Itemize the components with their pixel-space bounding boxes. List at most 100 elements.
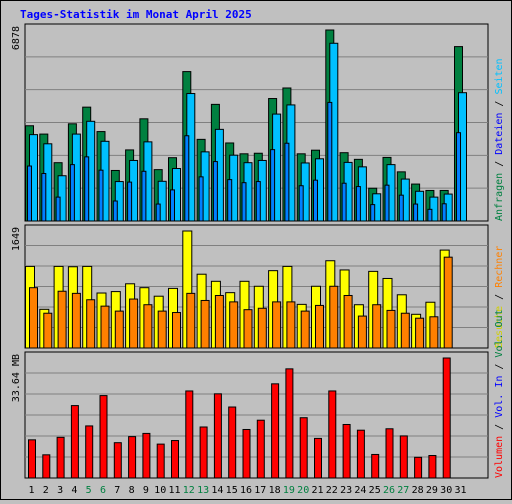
- bar-seiten: [155, 203, 161, 222]
- bar-volumen: [356, 429, 365, 479]
- bar-seiten: [456, 132, 461, 222]
- bar-volumen: [42, 454, 51, 479]
- bar-rechner: [400, 312, 410, 349]
- bar-rechner: [286, 301, 296, 349]
- y-max-label: 1649: [11, 227, 22, 251]
- panel-2: 1649 Besuche / Rechner: [11, 224, 505, 349]
- panel-1: 6878 Anfragen / Dateien / Seiten: [11, 23, 505, 222]
- bar-seiten: [198, 176, 204, 222]
- bar-rechner: [343, 294, 353, 349]
- bar-volumen: [185, 390, 194, 479]
- bar-seiten: [355, 186, 361, 222]
- bar-seiten: [255, 181, 261, 222]
- bar-rechner: [214, 294, 224, 349]
- bar-rechner: [186, 292, 196, 349]
- bar-rechner: [86, 299, 96, 349]
- legend-part: Rechner: [494, 246, 505, 288]
- bar-volumen: [213, 393, 222, 479]
- y-max-label: 6878: [11, 26, 22, 50]
- bar-rechner: [415, 317, 425, 349]
- x-tick-label: 26: [383, 485, 395, 496]
- x-tick-label: 8: [129, 485, 135, 496]
- x-tick-label: 12: [183, 485, 195, 496]
- bar-volumen: [428, 455, 437, 479]
- bar-rechner: [429, 316, 439, 349]
- bar-volumen: [399, 435, 408, 479]
- x-tick-label: 9: [143, 485, 149, 496]
- x-tick-label: 28: [412, 485, 424, 496]
- x-tick-label: 7: [114, 485, 120, 496]
- right-legend-label: Anfragen / Dateien / Seiten: [494, 58, 505, 221]
- bar-seiten: [441, 203, 447, 222]
- bar-seiten: [27, 165, 32, 222]
- bar-volumen: [128, 436, 137, 479]
- bar-rechner: [372, 304, 382, 349]
- panel-3: 33.64 MB Volumen / Vol. In / Vol. Out: [11, 309, 505, 479]
- bar-volumen: [328, 390, 337, 479]
- legend-part: Besuche: [494, 306, 505, 348]
- bar-volumen: [99, 395, 108, 479]
- right-legend-label: Volumen / Vol. In / Vol. Out: [494, 309, 505, 478]
- x-tick-label: 22: [326, 485, 338, 496]
- bar-volumen: [242, 428, 251, 479]
- bar-volumen: [142, 432, 151, 479]
- legend-part: Volumen: [494, 436, 505, 478]
- bar-rechner: [143, 304, 153, 349]
- bar-seiten: [69, 164, 75, 222]
- bar-seiten: [141, 170, 147, 222]
- x-tick-label: 2: [43, 485, 49, 496]
- bar-seiten: [398, 194, 404, 222]
- bar-volumen: [28, 439, 36, 479]
- bar-seiten: [112, 200, 118, 222]
- legend-part: Dateien: [494, 113, 505, 155]
- bar-rechner: [100, 305, 110, 349]
- bar-rechner: [272, 301, 282, 349]
- x-tick-label: 29: [426, 485, 438, 496]
- x-tick-label: 3: [57, 485, 63, 496]
- bar-seiten: [212, 161, 218, 222]
- bar-volumen: [156, 443, 165, 479]
- bar-seiten: [298, 185, 304, 222]
- x-tick-label: 16: [240, 485, 252, 496]
- bar-rechner: [157, 310, 167, 349]
- x-tick-label: 23: [340, 485, 352, 496]
- bar-volumen: [56, 436, 65, 479]
- bar-seiten: [370, 204, 376, 222]
- legend-part: /: [494, 95, 505, 113]
- x-tick-label: 19: [283, 485, 295, 496]
- bar-volumen: [414, 456, 423, 479]
- x-tick-label: 1: [28, 485, 34, 496]
- bar-volumen: [342, 423, 351, 479]
- bar-seiten: [98, 169, 104, 222]
- x-tick-label: 20: [297, 485, 309, 496]
- bar-rechner: [329, 285, 339, 349]
- bar-rechner: [172, 312, 181, 349]
- legend-part: Vol. In: [494, 376, 505, 418]
- bar-volumen: [385, 428, 394, 479]
- bar-seiten: [127, 181, 133, 222]
- bar-rechner: [71, 292, 81, 349]
- bar-seiten: [284, 142, 290, 222]
- bar-volumen: [70, 405, 79, 479]
- bar-seiten: [327, 101, 333, 222]
- bar-rechner: [257, 307, 267, 349]
- legend-part: /: [494, 358, 505, 376]
- x-tick-label: 11: [168, 485, 180, 496]
- x-tick-label: 17: [254, 485, 266, 496]
- legend-part: Anfragen: [494, 173, 505, 221]
- x-tick-label: 15: [226, 485, 238, 496]
- bar-rechner: [57, 290, 67, 349]
- bar-volumen: [371, 453, 380, 479]
- bar-seiten: [427, 208, 433, 222]
- x-tick-label: 13: [197, 485, 209, 496]
- legend-part: /: [494, 288, 505, 306]
- legend-part: /: [494, 155, 505, 173]
- bar-rechner: [243, 309, 253, 349]
- bar-seiten: [184, 135, 190, 222]
- bar-seiten: [170, 189, 175, 222]
- y-max-label: 33.64 MB: [11, 354, 22, 402]
- bar-volumen: [228, 406, 237, 479]
- x-tick-label: 31: [454, 485, 466, 496]
